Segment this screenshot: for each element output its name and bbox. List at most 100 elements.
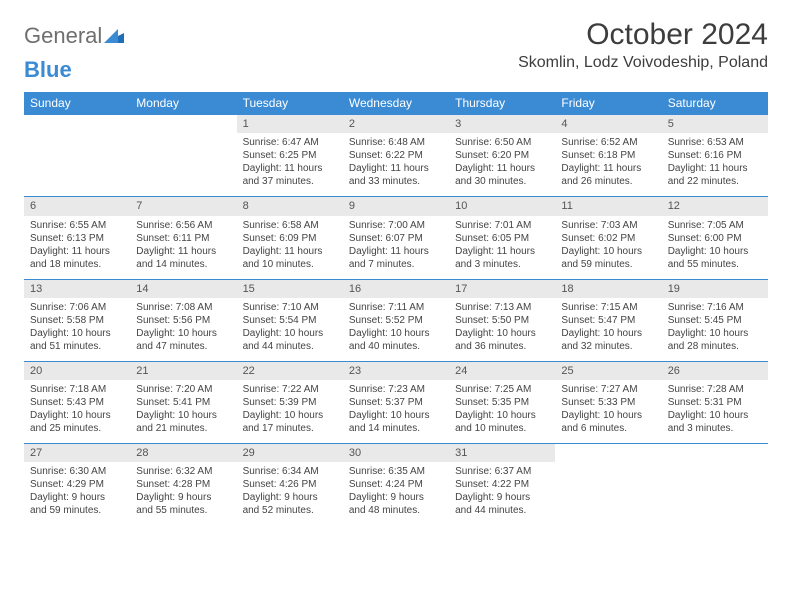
daylight: Daylight: 9 hours and 44 minutes.	[455, 491, 549, 517]
daylight: Daylight: 11 hours and 10 minutes.	[243, 245, 337, 271]
day-info-cell: Sunrise: 7:08 AMSunset: 5:56 PMDaylight:…	[130, 298, 236, 362]
day-info-cell: Sunrise: 7:28 AMSunset: 5:31 PMDaylight:…	[662, 380, 768, 444]
sunrise: Sunrise: 6:55 AM	[30, 219, 124, 232]
sunrise: Sunrise: 7:00 AM	[349, 219, 443, 232]
day-info-cell: Sunrise: 7:22 AMSunset: 5:39 PMDaylight:…	[237, 380, 343, 444]
logo: General Blue	[24, 24, 124, 82]
sunrise: Sunrise: 7:01 AM	[455, 219, 549, 232]
logo-text-general: General	[24, 23, 102, 48]
daylight: Daylight: 10 hours and 40 minutes.	[349, 327, 443, 353]
day-info-cell: Sunrise: 7:06 AMSunset: 5:58 PMDaylight:…	[24, 298, 130, 362]
day-number-cell	[24, 115, 130, 134]
day-info-cell: Sunrise: 6:53 AMSunset: 6:16 PMDaylight:…	[662, 133, 768, 197]
day-header: Friday	[555, 92, 661, 115]
sunrise: Sunrise: 6:53 AM	[668, 136, 762, 149]
sunset: Sunset: 6:22 PM	[349, 149, 443, 162]
day-number-cell	[555, 444, 661, 463]
day-info-cell: Sunrise: 7:15 AMSunset: 5:47 PMDaylight:…	[555, 298, 661, 362]
sunset: Sunset: 6:00 PM	[668, 232, 762, 245]
day-number-cell: 1	[237, 115, 343, 134]
day-number-cell: 26	[662, 361, 768, 380]
day-number-cell: 5	[662, 115, 768, 134]
sunset: Sunset: 4:22 PM	[455, 478, 549, 491]
daylight: Daylight: 10 hours and 47 minutes.	[136, 327, 230, 353]
sunrise: Sunrise: 7:03 AM	[561, 219, 655, 232]
daylight: Daylight: 10 hours and 17 minutes.	[243, 409, 337, 435]
day-number-cell: 12	[662, 197, 768, 216]
sunset: Sunset: 4:28 PM	[136, 478, 230, 491]
daylight: Daylight: 11 hours and 37 minutes.	[243, 162, 337, 188]
daylight: Daylight: 11 hours and 7 minutes.	[349, 245, 443, 271]
sunrise: Sunrise: 6:37 AM	[455, 465, 549, 478]
day-info-row: Sunrise: 7:18 AMSunset: 5:43 PM Daylight:…	[24, 380, 768, 444]
day-number-cell: 29	[237, 444, 343, 463]
day-info-cell: Sunrise: 7:18 AMSunset: 5:43 PMDaylight:…	[24, 380, 130, 444]
sunrise: Sunrise: 6:47 AM	[243, 136, 337, 149]
sunrise: Sunrise: 6:30 AM	[30, 465, 124, 478]
daylight: Daylight: 10 hours and 59 minutes.	[561, 245, 655, 271]
day-info-cell	[24, 133, 130, 197]
sunrise: Sunrise: 7:06 AM	[30, 301, 124, 314]
sunset: Sunset: 6:20 PM	[455, 149, 549, 162]
day-header: Saturday	[662, 92, 768, 115]
daylight: Daylight: 10 hours and 55 minutes.	[668, 245, 762, 271]
daylight: Daylight: 10 hours and 3 minutes.	[668, 409, 762, 435]
day-number-cell: 10	[449, 197, 555, 216]
sunset: Sunset: 5:43 PM	[30, 396, 124, 409]
day-info-cell: Sunrise: 7:03 AMSunset: 6:02 PMDaylight:…	[555, 216, 661, 280]
day-info-cell: Sunrise: 6:55 AMSunset: 6:13 PMDaylight:…	[24, 216, 130, 280]
day-number-cell	[662, 444, 768, 463]
sunrise: Sunrise: 7:25 AM	[455, 383, 549, 396]
sunset: Sunset: 6:07 PM	[349, 232, 443, 245]
day-header-row: SundayMondayTuesdayWednesdayThursdayFrid…	[24, 92, 768, 115]
day-number-cell: 4	[555, 115, 661, 134]
day-number-cell: 30	[343, 444, 449, 463]
sunrise: Sunrise: 7:11 AM	[349, 301, 443, 314]
day-number-cell: 27	[24, 444, 130, 463]
day-info-cell: Sunrise: 6:37 AMSunset: 4:22 PMDaylight:…	[449, 462, 555, 525]
daylight: Daylight: 10 hours and 14 minutes.	[349, 409, 443, 435]
sunrise: Sunrise: 7:15 AM	[561, 301, 655, 314]
sunset: Sunset: 5:41 PM	[136, 396, 230, 409]
sunset: Sunset: 5:31 PM	[668, 396, 762, 409]
daylight: Daylight: 10 hours and 36 minutes.	[455, 327, 549, 353]
day-number-cell: 8	[237, 197, 343, 216]
sunset: Sunset: 5:54 PM	[243, 314, 337, 327]
daylight: Daylight: 10 hours and 44 minutes.	[243, 327, 337, 353]
location: Skomlin, Lodz Voivodeship, Poland	[518, 54, 768, 72]
sunrise: Sunrise: 7:20 AM	[136, 383, 230, 396]
calendar-table: SundayMondayTuesdayWednesdayThursdayFrid…	[24, 92, 768, 525]
day-info-cell: Sunrise: 6:34 AMSunset: 4:26 PMDaylight:…	[237, 462, 343, 525]
day-info-cell: Sunrise: 7:16 AMSunset: 5:45 PMDaylight:…	[662, 298, 768, 362]
sunrise: Sunrise: 7:18 AM	[30, 383, 124, 396]
sunset: Sunset: 4:29 PM	[30, 478, 124, 491]
sunset: Sunset: 5:39 PM	[243, 396, 337, 409]
daylight: Daylight: 10 hours and 51 minutes.	[30, 327, 124, 353]
sunrise: Sunrise: 6:52 AM	[561, 136, 655, 149]
day-number-cell: 21	[130, 361, 236, 380]
day-number-cell: 7	[130, 197, 236, 216]
sunset: Sunset: 5:47 PM	[561, 314, 655, 327]
day-info-cell: Sunrise: 7:25 AMSunset: 5:35 PMDaylight:…	[449, 380, 555, 444]
day-number-cell: 28	[130, 444, 236, 463]
sunrise: Sunrise: 7:27 AM	[561, 383, 655, 396]
daylight: Daylight: 10 hours and 6 minutes.	[561, 409, 655, 435]
daylight: Daylight: 9 hours and 55 minutes.	[136, 491, 230, 517]
day-number-cell: 22	[237, 361, 343, 380]
daylight: Daylight: 10 hours and 21 minutes.	[136, 409, 230, 435]
day-number-cell: 9	[343, 197, 449, 216]
day-info-cell: Sunrise: 6:35 AMSunset: 4:24 PMDaylight:…	[343, 462, 449, 525]
day-info-cell: Sunrise: 7:05 AMSunset: 6:00 PMDaylight:…	[662, 216, 768, 280]
sunrise: Sunrise: 6:32 AM	[136, 465, 230, 478]
daylight: Daylight: 10 hours and 10 minutes.	[455, 409, 549, 435]
sunrise: Sunrise: 7:16 AM	[668, 301, 762, 314]
day-info-row: Sunrise: 6:55 AMSunset: 6:13 PMDaylight:…	[24, 216, 768, 280]
day-number-cell: 11	[555, 197, 661, 216]
day-info-row: Sunrise: 6:47 AMSunset: 6:25 PMDaylight:…	[24, 133, 768, 197]
day-header: Sunday	[24, 92, 130, 115]
sunrise: Sunrise: 7:05 AM	[668, 219, 762, 232]
day-number-row: 13141516171819	[24, 279, 768, 298]
day-info-cell	[130, 133, 236, 197]
sunrise: Sunrise: 7:23 AM	[349, 383, 443, 396]
daylight: Daylight: 11 hours and 26 minutes.	[561, 162, 655, 188]
